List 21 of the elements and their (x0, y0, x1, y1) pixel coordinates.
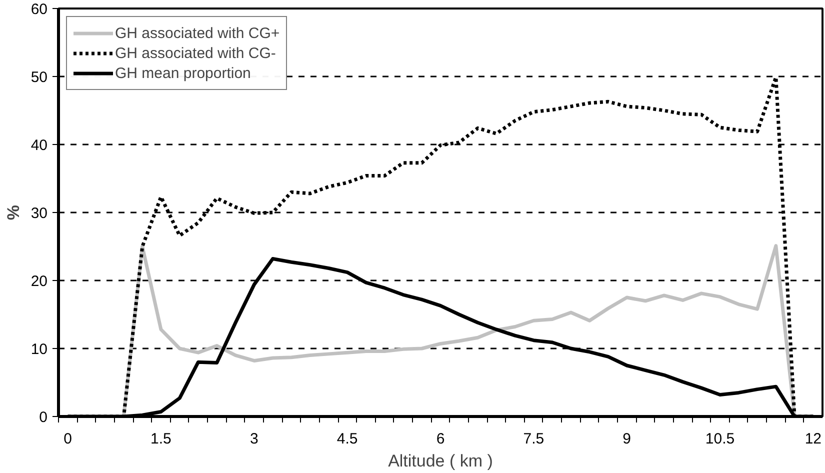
x-tick-label: 0 (64, 430, 72, 448)
x-tick-label: 1.5 (150, 430, 172, 448)
y-tick-label: 60 (30, 1, 48, 18)
x-tick-label: 7.5 (523, 430, 544, 448)
legend-label: GH mean proportion (115, 64, 251, 82)
y-tick-label: 20 (30, 273, 48, 290)
x-axis-title: Altitude ( km ) (388, 452, 493, 470)
legend-label: GH associated with CG- (115, 44, 276, 62)
x-tick-label: 4.5 (336, 430, 358, 448)
y-tick-label: 10 (30, 341, 48, 358)
y-tick-label: 30 (30, 205, 48, 222)
legend-label: GH associated with CG+ (115, 24, 280, 42)
x-tick-label: 3 (250, 430, 258, 448)
y-tick-label: 0 (39, 409, 48, 426)
y-axis-title: % (4, 204, 23, 220)
x-tick-label: 10.5 (705, 430, 735, 448)
x-tick-label: 6 (436, 430, 445, 448)
x-tick-label: 9 (622, 430, 632, 448)
y-tick-label: 40 (30, 137, 48, 154)
y-tick-label: 50 (30, 69, 48, 86)
x-tick-label: 12 (804, 430, 822, 448)
